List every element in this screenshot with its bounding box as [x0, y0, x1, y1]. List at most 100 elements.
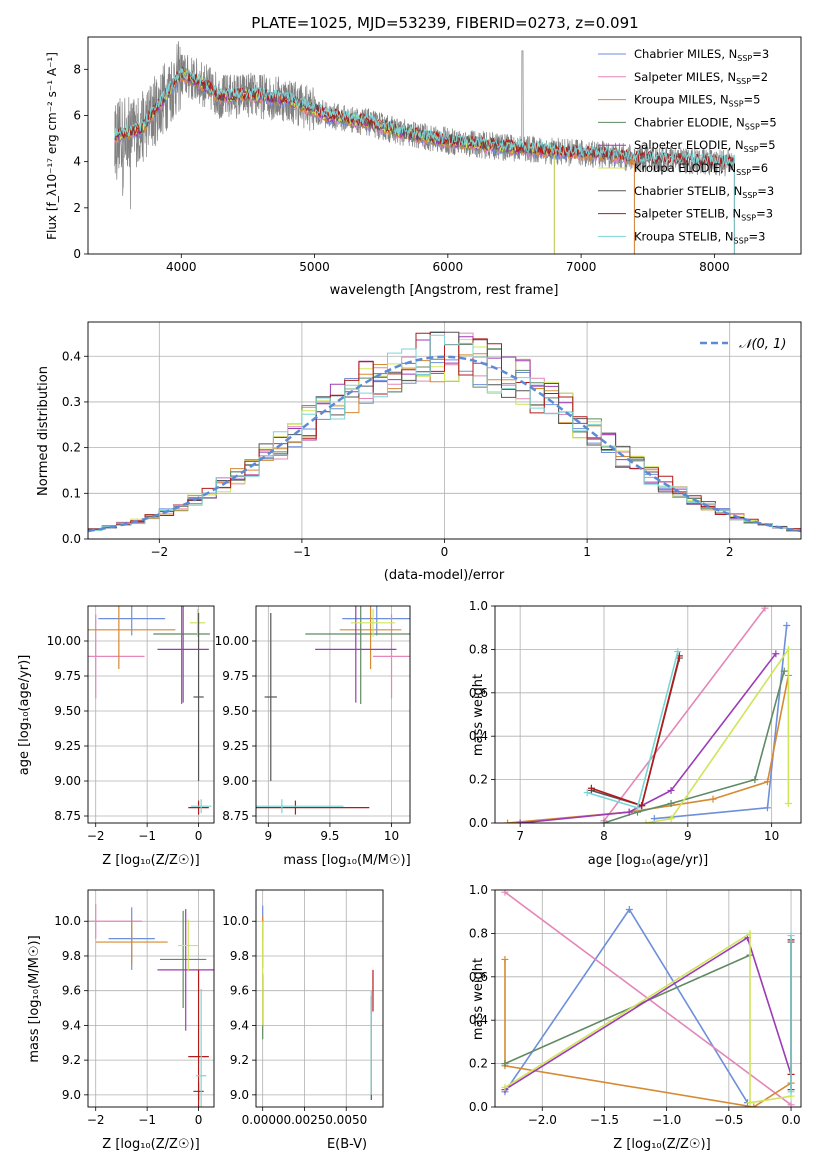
y-tick-label: 0.8	[469, 926, 488, 940]
spectrum-xlabel: wavelength [Angstrom, rest frame]	[330, 283, 559, 298]
y-tick-label: 0.0	[62, 532, 81, 546]
figure-title: PLATE=1025, MJD=53239, FIBERID=0273, z=0…	[251, 14, 638, 32]
y-tick-label: 0.8	[469, 642, 488, 656]
y-tick-label: 9.50	[54, 704, 81, 718]
legend-label: Chabrier MILES, NSSP=3	[634, 47, 769, 63]
histogram-kroupa-stelib	[88, 334, 801, 539]
weight-lines	[501, 890, 795, 1107]
y-tick-label: 0.0	[469, 816, 488, 830]
y-tick-label: 10.0	[54, 914, 81, 928]
weight-age-xlabel: age [log₁₀(age/yr)]	[588, 853, 709, 868]
legend-label: Chabrier ELODIE, NSSP=5	[634, 115, 777, 131]
weight-marker-salpeter-elodie	[516, 819, 524, 823]
x-tick-label: 8000	[699, 260, 730, 274]
weight-vs-metallicity-panel: −2.0 −1.5 −1.0 −0.5 0.0 0.0 0.2 0.4 0.6 0.8 1.0	[469, 883, 802, 1127]
weight-marker-chabrier-elodie	[667, 799, 675, 807]
y-tick-label: 4	[73, 155, 81, 169]
y-tick-label: 0.4	[469, 1013, 488, 1027]
weight-marker-salpeter-elodie	[772, 650, 780, 658]
weight-marker-chabrier-miles	[763, 804, 771, 812]
weight-marker-chabrier-miles	[783, 622, 791, 630]
x-tick-label: −1	[138, 829, 156, 843]
weight-marker-chabrier-elodie	[780, 667, 788, 675]
weight-line-kroupa-elodie	[645, 646, 790, 823]
x-tick-label: 6000	[433, 260, 464, 274]
legend-label: Salpeter STELIB, NSSP=3	[634, 207, 773, 223]
y-tick-label: 9.00	[222, 774, 249, 788]
y-tick-label: 9.8	[62, 949, 81, 963]
x-tick-label: 9	[264, 829, 272, 843]
weight-marker-chabrier-miles	[625, 906, 633, 914]
age-z-xlabel: Z [log₁₀(Z/Z☉)]	[102, 853, 199, 868]
weight-line-salpeter-elodie	[520, 653, 777, 823]
x-tick-label: 2	[726, 545, 734, 559]
y-tick-label: 9.75	[54, 669, 81, 683]
y-tick-label: 9.25	[54, 739, 81, 753]
weight-marker-salpeter-elodie	[625, 808, 633, 816]
axes-frame	[87, 889, 215, 1108]
model-line-chabrier-miles	[114, 73, 635, 254]
weight-marker-kroupa-miles	[501, 955, 509, 963]
x-tick-label: 0.0	[782, 1113, 801, 1127]
weight-vs-age-panel: 7 8 9 10 0.0 0.2 0.4 0.6 0.8 1.0	[469, 599, 802, 843]
weight-line-salpeter-miles	[603, 607, 766, 822]
residual-legend: 𝒩(0, 1)	[700, 337, 786, 352]
weight-marker-kroupa-stelib	[787, 932, 795, 940]
x-tick-label: 7	[516, 829, 524, 843]
y-tick-label: 9.00	[54, 774, 81, 788]
weight-marker-kroupa-miles	[763, 778, 771, 786]
weight-marker-kroupa-elodie	[746, 1099, 754, 1107]
y-tick-label: 9.25	[222, 739, 249, 753]
weight-z-xlabel: Z [log₁₀(Z/Z☉)]	[613, 1137, 710, 1152]
weight-marker-salpeter-miles	[761, 606, 769, 612]
weight-marker-kroupa-stelib	[634, 804, 642, 812]
model-line-kroupa-stelib	[114, 68, 735, 254]
legend-label: Salpeter MILES, NSSP=2	[634, 70, 768, 86]
y-tick-label: 0.2	[469, 1057, 488, 1071]
weight-marker-salpeter-stelib	[638, 802, 646, 810]
y-tick-label: 8	[73, 62, 81, 76]
weight-marker-kroupa-stelib	[583, 789, 591, 797]
errorbars	[256, 606, 410, 815]
y-tick-label: 1.0	[469, 599, 488, 613]
x-tick-label: −1.5	[590, 1113, 619, 1127]
weight-marker-kroupa-elodie	[501, 1083, 509, 1091]
x-tick-label: 9	[684, 829, 692, 843]
weight-marker-kroupa-stelib	[674, 648, 682, 656]
mass-vs-ebv-panel: 0.0000 0.0025 0.0050 9.0 9.2 9.4 9.6 9.8 10.0	[222, 889, 384, 1127]
spectrum-panel: 4000 5000 6000 7000 8000 0 2 4 6 8	[73, 36, 802, 274]
x-tick-label: 0	[195, 1113, 203, 1127]
age-z-ylabel: age [log₁₀(age/yr)]	[17, 655, 32, 776]
y-tick-label: 6	[73, 108, 81, 122]
legend-label: Kroupa MILES, NSSP=5	[634, 93, 760, 109]
x-tick-label: 0.0050	[325, 1113, 367, 1127]
y-tick-label: 9.50	[222, 704, 249, 718]
weight-line-salpeter-stelib	[591, 655, 681, 807]
weight-marker-salpeter-elodie	[667, 786, 675, 794]
weight-marker-kroupa-elodie	[746, 929, 754, 937]
x-tick-label: −2	[87, 829, 105, 843]
weight-marker-kroupa-miles	[709, 795, 717, 803]
y-tick-label: 0.4	[469, 729, 488, 743]
weight-marker-kroupa-miles	[750, 1103, 758, 1107]
age-vs-mass-panel: 9 9.5 10 8.75 9.00 9.25 9.50 9.75 10.00	[215, 605, 411, 843]
weight-line-chabrier-elodie	[504, 954, 751, 1065]
y-tick-label: 2	[73, 201, 81, 215]
legend-label: Salpeter ELODIE, NSSP=5	[634, 138, 776, 154]
weight-marker-kroupa-elodie	[667, 815, 675, 823]
y-tick-label: 0.0	[469, 1100, 488, 1114]
mass-ebv-xlabel: E(B-V)	[327, 1137, 367, 1152]
legend-label: Kroupa ELODIE, NSSP=6	[634, 161, 768, 177]
errorbars	[88, 903, 214, 1107]
weight-lines	[504, 606, 792, 823]
weight-line-chabrier-miles	[504, 908, 749, 1104]
weight-line-chabrier-stelib	[591, 657, 681, 807]
y-tick-label: 0.3	[62, 395, 81, 409]
axes-frame	[494, 889, 802, 1108]
y-tick-label: 9.0	[62, 1088, 81, 1102]
y-tick-label: 9.4	[230, 1018, 249, 1032]
errorbars	[88, 606, 212, 815]
axes-frame	[87, 605, 215, 824]
age-mass-xlabel: mass [log₁₀(M/M☉)]	[283, 853, 410, 868]
errorbars	[262, 905, 374, 1101]
